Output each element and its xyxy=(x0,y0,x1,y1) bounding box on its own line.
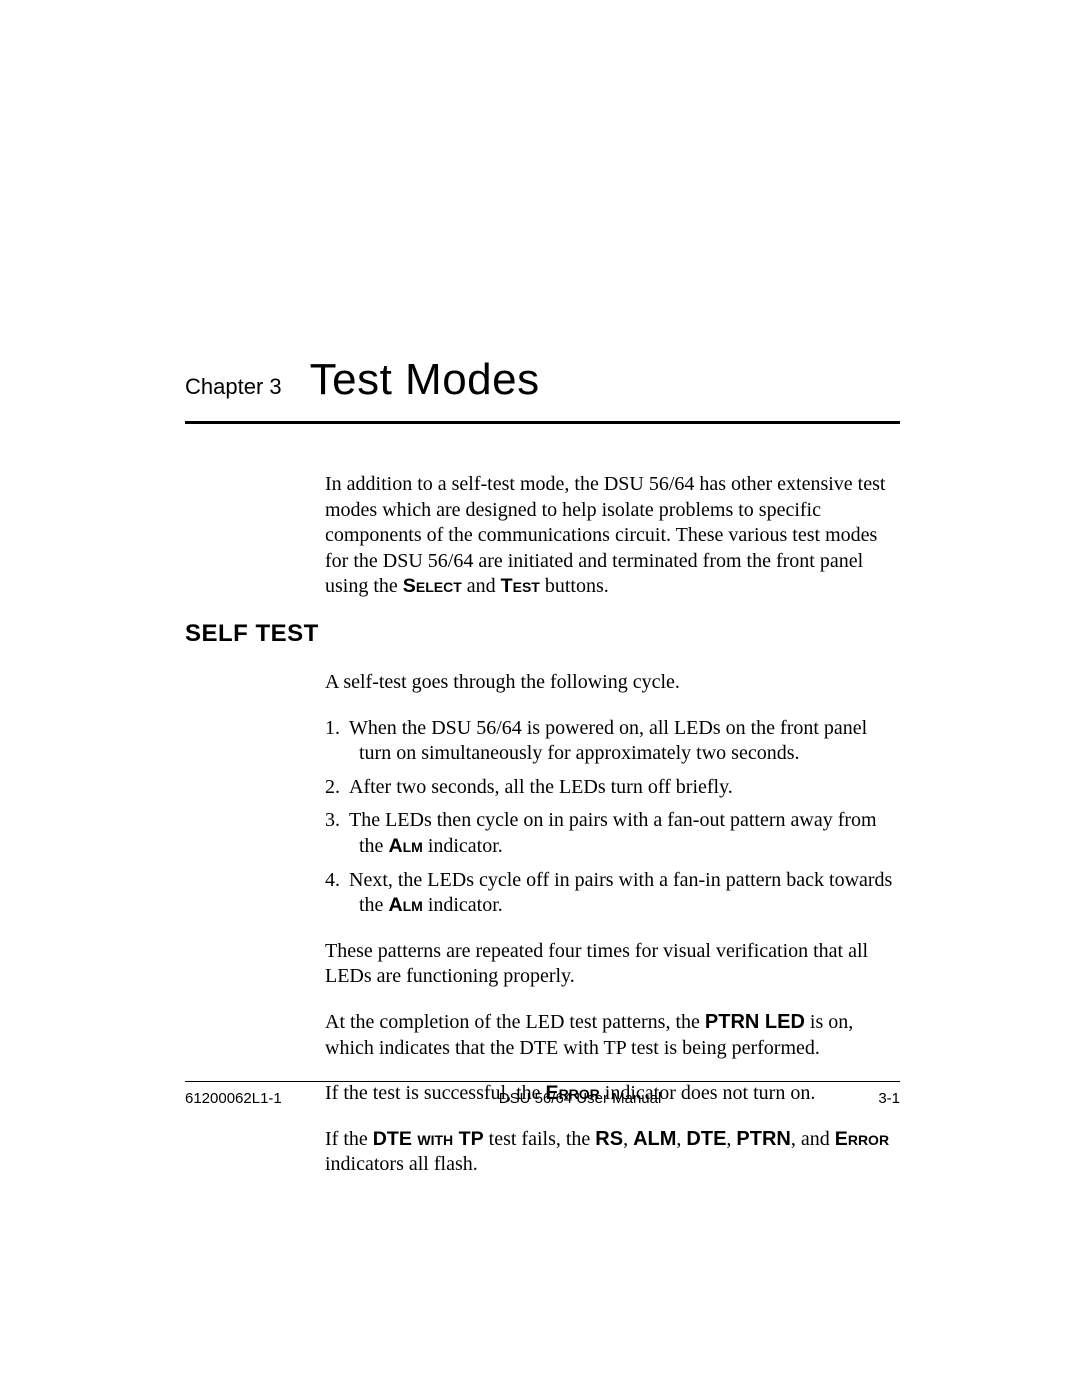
repeat-paragraph: These patterns are repeated four times f… xyxy=(325,939,895,990)
intro-paragraph: In addition to a self-test mode, the DSU… xyxy=(325,472,895,600)
step-text-post: indicator. xyxy=(423,835,503,857)
page-footer: 61200062L1-1 DSU 56/64 User Manual 3-1 xyxy=(185,1081,900,1107)
fail-pre: If the xyxy=(325,1128,373,1150)
fail-paragraph: If the DTE with TP test fails, the RS, A… xyxy=(325,1127,895,1178)
page-content: Chapter 3 Test Modes In addition to a se… xyxy=(185,355,900,1198)
rs-ref: RS xyxy=(595,1128,623,1150)
step-text: When the DSU 56/64 is powered on, all LE… xyxy=(349,717,867,765)
body-column: In addition to a self-test mode, the DSU… xyxy=(325,472,895,600)
step-number: 2. xyxy=(325,775,349,801)
step-number: 4. xyxy=(325,868,349,894)
chapter-label: Chapter 3 xyxy=(185,374,282,400)
ptrn-ref: PTRN xyxy=(736,1128,790,1150)
alm-indicator-ref: Alm xyxy=(388,894,422,916)
step-number: 1. xyxy=(325,716,349,742)
step-text: After two seconds, all the LEDs turn off… xyxy=(349,776,733,798)
fail-c2: , xyxy=(676,1128,686,1150)
step-1: 1.When the DSU 56/64 is powered on, all … xyxy=(325,716,895,767)
ptrn-led-ref: PTRN LED xyxy=(705,1011,805,1033)
intro-and: and xyxy=(462,575,501,597)
step-number: 3. xyxy=(325,808,349,834)
intro-text-post: buttons. xyxy=(540,575,609,597)
step-4: 4.Next, the LEDs cycle off in pairs with… xyxy=(325,868,895,919)
header-rule xyxy=(185,421,900,424)
alm-indicator-ref: Alm xyxy=(388,835,422,857)
fail-mid1: test fails, the xyxy=(484,1128,596,1150)
cycle-intro: A self-test goes through the following c… xyxy=(325,670,895,696)
fail-c1: , xyxy=(623,1128,633,1150)
step-3: 3.The LEDs then cycle on in pairs with a… xyxy=(325,808,895,859)
ptrn-pre: At the completion of the LED test patter… xyxy=(325,1011,705,1033)
fail-post: indicators all flash. xyxy=(325,1153,478,1175)
fail-c3: , xyxy=(726,1128,736,1150)
section-heading-self-test: SELF TEST xyxy=(185,620,900,648)
error-ref: Error xyxy=(835,1128,889,1150)
footer-pagenum: 3-1 xyxy=(878,1090,900,1107)
footer-docnum: 61200062L1-1 xyxy=(185,1090,282,1107)
chapter-header: Chapter 3 Test Modes xyxy=(185,355,900,405)
step-2: 2.After two seconds, all the LEDs turn o… xyxy=(325,775,895,801)
alm-ref: ALM xyxy=(633,1128,676,1150)
dte-ref: DTE xyxy=(686,1128,726,1150)
ptrn-paragraph: At the completion of the LED test patter… xyxy=(325,1010,895,1061)
select-button-ref: Select xyxy=(403,575,462,597)
footer-title: DSU 56/64 User Manual xyxy=(499,1090,662,1107)
step-text-post: indicator. xyxy=(423,894,503,916)
chapter-title: Test Modes xyxy=(310,355,540,405)
test-button-ref: Test xyxy=(501,575,540,597)
dte-tp-ref: DTE with TP xyxy=(373,1128,484,1150)
self-test-steps: 1.When the DSU 56/64 is powered on, all … xyxy=(325,716,895,919)
fail-c4: , and xyxy=(791,1128,835,1150)
